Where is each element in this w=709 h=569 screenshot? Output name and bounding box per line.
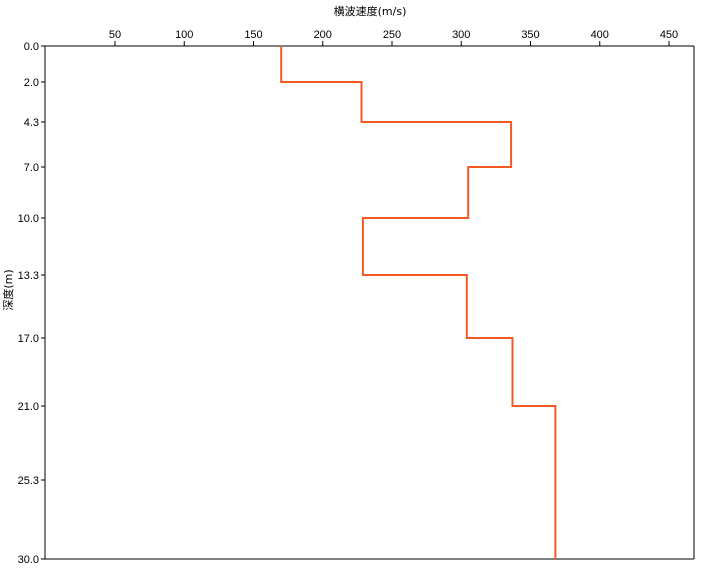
- x-tick-label: 150: [244, 29, 262, 41]
- x-tick-label: 50: [109, 29, 121, 41]
- x-axis-ticks: 50 100 150 200 250 300 350 400 450: [109, 29, 678, 46]
- y-tick-label: 4.3: [24, 117, 39, 129]
- x-tick-label: 400: [591, 29, 609, 41]
- velocity-profile-line: [280, 46, 557, 559]
- y-tick-label: 10.0: [18, 213, 39, 225]
- y-tick-label: 0.0: [24, 41, 39, 53]
- x-tick-label: 200: [314, 29, 332, 41]
- y-tick-label: 21.0: [18, 401, 39, 413]
- x-tick-label: 450: [660, 29, 678, 41]
- y-axis-ticks: 0.0 2.0 4.3 7.0 10.0 13.3 17.0 21.0 25.3 30.0: [18, 41, 45, 566]
- y-tick-label: 13.3: [18, 270, 39, 282]
- y-tick-label: 2.0: [24, 77, 39, 89]
- x-tick-label: 350: [521, 29, 539, 41]
- plot-frame: [44, 45, 695, 560]
- x-tick-label: 300: [452, 29, 470, 41]
- x-tick-label: 250: [383, 29, 401, 41]
- y-axis-title: 深度(m): [1, 269, 15, 310]
- y-tick-label: 30.0: [18, 554, 39, 566]
- y-tick-label: 7.0: [24, 162, 39, 174]
- y-tick-label: 17.0: [18, 333, 39, 345]
- series-layer: [280, 45, 557, 560]
- x-axis-title: 横波速度(m/s): [334, 4, 407, 18]
- y-tick-label: 25.3: [18, 475, 39, 487]
- x-tick-label: 100: [175, 29, 193, 41]
